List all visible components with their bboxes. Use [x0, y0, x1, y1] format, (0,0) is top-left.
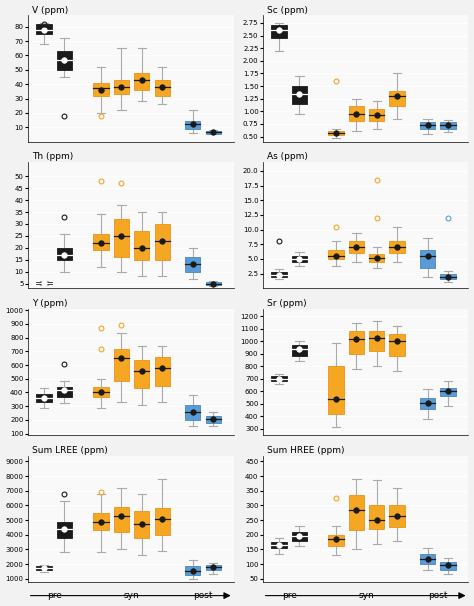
Bar — [93, 83, 109, 96]
Text: V (ppm): V (ppm) — [32, 5, 68, 15]
Bar — [36, 567, 52, 570]
Bar — [390, 334, 405, 356]
Bar — [114, 80, 129, 94]
Bar — [93, 233, 109, 250]
Bar — [36, 394, 52, 402]
Bar — [271, 273, 287, 276]
Bar — [206, 416, 221, 424]
Bar — [185, 567, 201, 575]
Text: As (ppm): As (ppm) — [267, 152, 308, 161]
Bar — [420, 398, 435, 409]
Bar — [57, 51, 72, 70]
Bar — [57, 522, 72, 538]
Bar — [420, 250, 435, 268]
Bar — [292, 532, 307, 541]
Bar — [369, 331, 384, 351]
Bar — [114, 507, 129, 532]
Text: Th (ppm): Th (ppm) — [32, 152, 73, 161]
Text: Sr (ppm): Sr (ppm) — [267, 299, 306, 308]
Text: Sum LREE (ppm): Sum LREE (ppm) — [32, 446, 108, 454]
Bar — [328, 366, 344, 414]
Bar — [292, 256, 307, 262]
Bar — [185, 121, 201, 128]
Bar — [155, 357, 170, 385]
Bar — [185, 258, 201, 271]
Bar — [440, 273, 456, 279]
Bar — [440, 562, 456, 570]
Bar — [440, 387, 456, 396]
Bar — [390, 505, 405, 527]
Bar — [292, 345, 307, 356]
Bar — [114, 219, 129, 258]
Bar — [369, 108, 384, 121]
Bar — [36, 282, 52, 284]
Bar — [155, 508, 170, 534]
Bar — [36, 24, 52, 34]
Bar — [349, 241, 364, 253]
Bar — [328, 534, 344, 547]
Bar — [420, 122, 435, 129]
Bar — [93, 387, 109, 396]
Bar — [134, 511, 149, 538]
Bar — [155, 224, 170, 260]
Text: Sum HREE (ppm): Sum HREE (ppm) — [267, 446, 344, 454]
Bar — [155, 80, 170, 96]
Bar — [134, 231, 149, 260]
Bar — [93, 513, 109, 530]
Bar — [134, 359, 149, 388]
Bar — [369, 255, 384, 262]
Bar — [271, 25, 287, 38]
Bar — [349, 331, 364, 354]
Bar — [390, 91, 405, 106]
Bar — [328, 132, 344, 136]
Bar — [185, 405, 201, 420]
Bar — [271, 542, 287, 548]
Bar — [57, 248, 72, 260]
Bar — [271, 376, 287, 381]
Bar — [57, 387, 72, 396]
Text: Sc (ppm): Sc (ppm) — [267, 5, 308, 15]
Bar — [328, 250, 344, 259]
Bar — [292, 86, 307, 104]
Bar — [390, 241, 405, 253]
Bar — [206, 132, 221, 134]
Bar — [206, 282, 221, 285]
Bar — [349, 495, 364, 530]
Bar — [134, 73, 149, 90]
Text: Y (ppm): Y (ppm) — [32, 299, 67, 308]
Bar — [114, 348, 129, 382]
Bar — [206, 565, 221, 570]
Bar — [349, 106, 364, 121]
Bar — [440, 122, 456, 129]
Bar — [369, 505, 384, 529]
Bar — [420, 554, 435, 564]
